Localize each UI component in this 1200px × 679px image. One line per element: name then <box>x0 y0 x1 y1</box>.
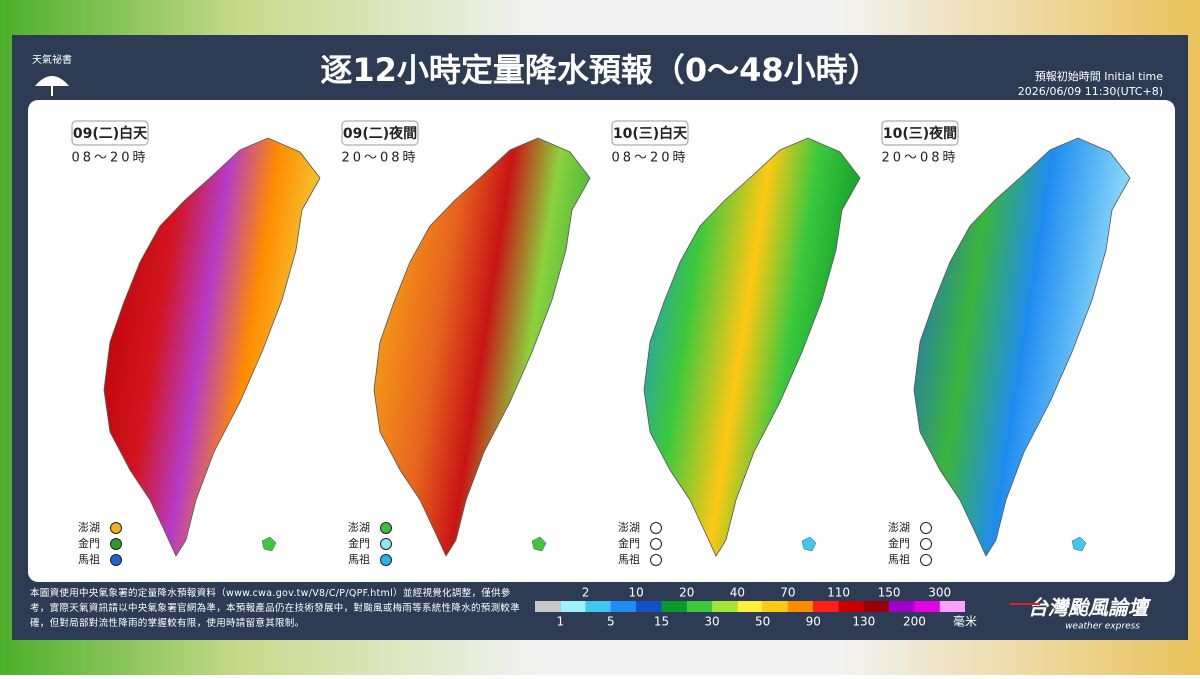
panel-label: 10(三)白天 <box>613 125 688 142</box>
island-marker <box>650 538 662 550</box>
panel-label: 10(三)夜間 <box>883 125 957 142</box>
scale-label: 2 <box>582 586 590 600</box>
island <box>1071 536 1087 552</box>
brand-sub: weather express <box>1065 622 1140 632</box>
brand: 台灣颱風論壇 <box>1028 596 1152 620</box>
scale-label: 15 <box>654 615 669 629</box>
scale-swatch <box>535 601 561 612</box>
scale-label: 40 <box>730 586 745 600</box>
scale-swatch <box>813 601 839 612</box>
island-name: 馬祖 <box>348 552 370 566</box>
taiwan-map <box>373 137 591 557</box>
scale-swatch <box>712 601 738 612</box>
scale-label: 90 <box>806 615 821 629</box>
panel-period: 20～08時 <box>341 151 418 166</box>
scale-label: 50 <box>755 615 770 629</box>
island-marker <box>650 554 662 566</box>
island <box>531 536 547 552</box>
island-marker <box>920 538 932 550</box>
island-name: 澎湖 <box>618 521 640 534</box>
panel-label-bg <box>341 120 419 146</box>
scale-swatch <box>762 601 788 612</box>
island-marker <box>650 522 662 534</box>
panel-label: 09(二)夜間 <box>343 125 417 142</box>
init-time: 2026/06/09 11:30(UTC+8) <box>1018 85 1163 98</box>
scale-swatch <box>914 601 940 612</box>
panel-label-bg <box>611 120 689 146</box>
scale-swatch <box>939 601 965 612</box>
island-marker <box>920 554 932 566</box>
scale-label: 20 <box>679 586 694 600</box>
scale-label: 130 <box>852 615 875 629</box>
scale-swatch <box>661 601 687 612</box>
scale-label: 200 <box>903 615 926 629</box>
scale-swatch <box>686 601 713 612</box>
scale-label: 300 <box>928 586 951 600</box>
scale-swatch <box>560 601 586 612</box>
scale-label: 1 <box>556 615 564 629</box>
island-marker <box>110 538 122 550</box>
island-name: 馬祖 <box>618 552 640 566</box>
island-name: 馬祖 <box>78 552 100 566</box>
footer-note: 本圖資使用中央氣象署的定量降水預報資料（www.cwa.gov.tw/V8/C/… <box>30 588 521 629</box>
island-name: 澎湖 <box>888 521 910 534</box>
scale-label: 5 <box>607 615 615 629</box>
scale-swatch <box>610 601 637 612</box>
scale-swatch <box>585 601 611 612</box>
scale-label: 10 <box>629 586 644 600</box>
island <box>801 536 817 552</box>
panel-period: 08～20時 <box>611 151 688 166</box>
island-name: 金門 <box>888 536 910 550</box>
island-marker <box>110 554 122 566</box>
island-name: 金門 <box>78 536 100 550</box>
island-name: 馬祖 <box>888 552 910 566</box>
island-marker <box>380 522 392 534</box>
panel-label-bg <box>881 120 959 146</box>
island <box>261 536 277 552</box>
island-marker <box>380 554 392 566</box>
scale-swatch <box>636 601 662 612</box>
scale-swatch <box>838 601 864 612</box>
panel-period: 08～20時 <box>71 151 148 166</box>
taiwan-map <box>103 137 321 557</box>
panel-period: 20～08時 <box>881 151 958 166</box>
map-area <box>28 100 1175 582</box>
taiwan-map <box>913 137 1131 557</box>
scale-label: 150 <box>878 586 901 600</box>
panel-label-bg <box>71 120 149 146</box>
logo: 天氣祕書 <box>32 53 72 96</box>
island-marker <box>110 522 122 534</box>
logo-text: 天氣祕書 <box>32 53 72 66</box>
init-label: 預報初始時間 Initial time <box>1035 69 1164 83</box>
scale-label: 70 <box>780 586 795 600</box>
scale-swatch <box>889 601 915 612</box>
island-name: 金門 <box>348 536 370 550</box>
title: 逐12小時定量降水預報（0～48小時） <box>320 51 879 89</box>
scale-swatch <box>863 601 890 612</box>
island-name: 金門 <box>618 536 640 550</box>
island-name: 澎湖 <box>78 521 100 534</box>
scale-unit: 毫米 <box>953 614 977 629</box>
scale-swatch <box>787 601 814 612</box>
scale-label: 30 <box>704 615 719 629</box>
island-marker <box>920 522 932 534</box>
taiwan-map <box>643 137 861 557</box>
scale-swatch <box>737 601 763 612</box>
scale-label: 110 <box>827 586 850 600</box>
island-name: 澎湖 <box>348 521 370 534</box>
panel-label: 09(二)白天 <box>73 125 148 142</box>
island-marker <box>380 538 392 550</box>
